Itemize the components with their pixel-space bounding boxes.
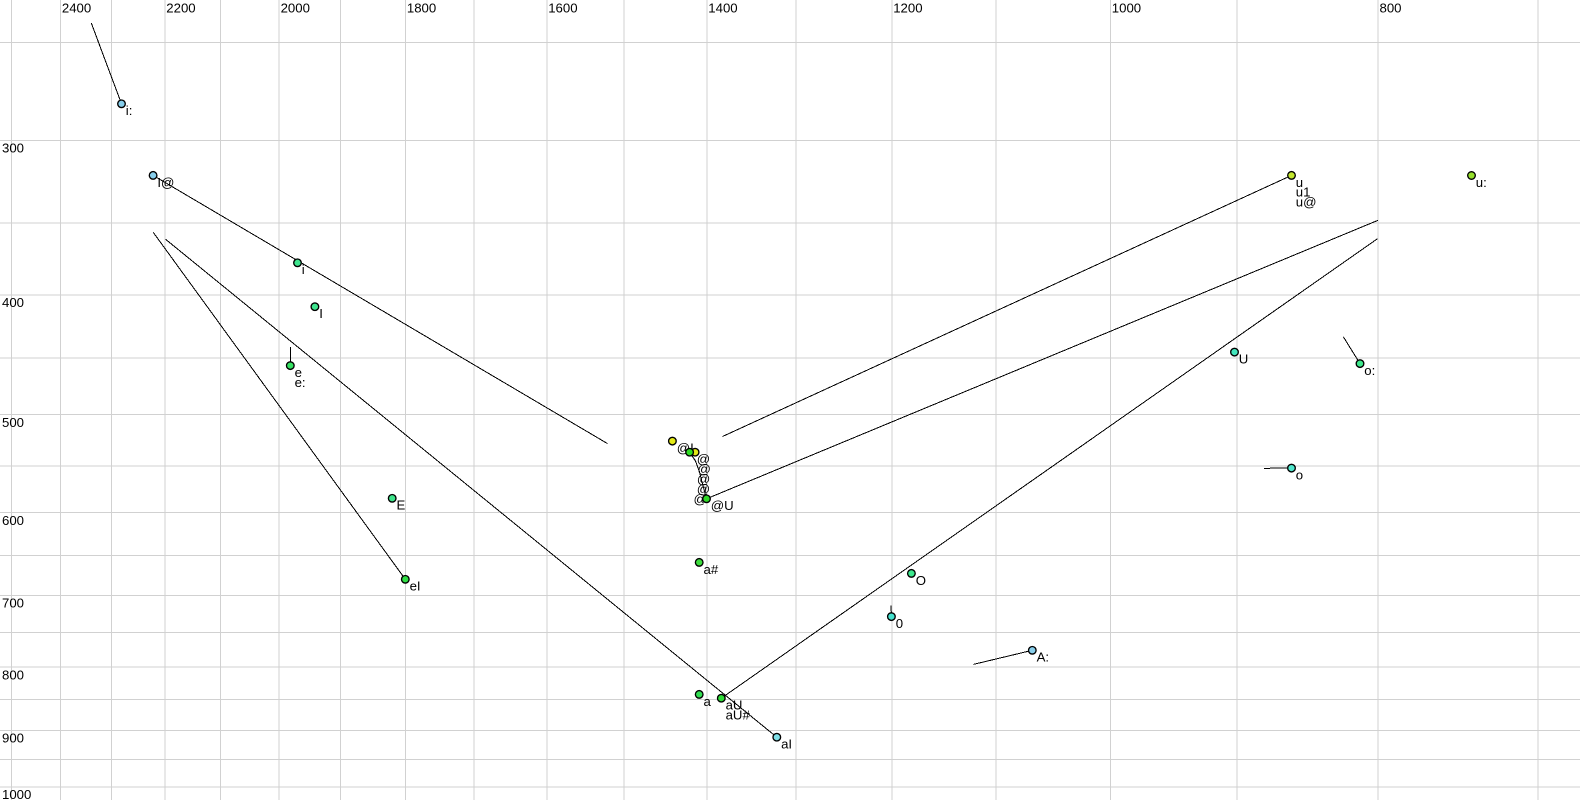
svg-text:1400: 1400 [708, 0, 737, 15]
svg-text:@: @ [697, 481, 710, 496]
svg-text:aU: aU [726, 698, 743, 713]
svg-text:i:: i: [126, 103, 133, 118]
svg-text:o: o [1296, 468, 1303, 483]
svg-text:a#: a# [704, 562, 719, 577]
svg-text:@: @ [697, 452, 710, 467]
svg-text:a: a [704, 694, 712, 709]
svg-text:1000: 1000 [1112, 0, 1141, 15]
svg-text:@U: @U [711, 498, 734, 513]
svg-text:@: @ [697, 472, 710, 487]
svg-text:@: @ [694, 492, 707, 507]
svg-text:800: 800 [1380, 0, 1402, 15]
svg-text:eI: eI [410, 579, 421, 594]
svg-text:i: i [302, 262, 305, 277]
svg-text:1600: 1600 [548, 0, 577, 15]
svg-text:A:: A: [1037, 650, 1049, 665]
svg-text:U: U [1239, 352, 1249, 367]
svg-text:2000: 2000 [281, 0, 310, 15]
svg-text:700: 700 [2, 596, 24, 611]
svg-text:o:: o: [1364, 363, 1375, 378]
svg-text:u:: u: [1476, 175, 1487, 190]
svg-text:O: O [916, 573, 926, 588]
svg-text:2200: 2200 [166, 0, 195, 15]
svg-text:600: 600 [2, 513, 24, 528]
svg-text:@: @ [698, 461, 711, 476]
svg-text:u: u [1296, 175, 1303, 190]
svg-text:I@: I@ [157, 175, 174, 190]
svg-text:aI: aI [781, 737, 792, 752]
svg-text:900: 900 [2, 731, 24, 746]
svg-text:2400: 2400 [62, 0, 91, 15]
svg-text:u@: u@ [1296, 194, 1317, 209]
svg-text:e: e [295, 365, 302, 380]
svg-text:1000: 1000 [2, 787, 31, 800]
svg-text:I: I [319, 306, 323, 321]
svg-text:500: 500 [2, 415, 24, 430]
svg-text:400: 400 [2, 295, 24, 310]
svg-text:E: E [397, 498, 406, 513]
svg-text:800: 800 [2, 667, 24, 682]
svg-text:0: 0 [896, 616, 903, 631]
svg-text:1200: 1200 [893, 0, 922, 15]
svg-text:1800: 1800 [407, 0, 436, 15]
svg-text:u1: u1 [1296, 185, 1311, 200]
svg-text:300: 300 [2, 141, 24, 156]
svg-text:e:: e: [295, 375, 306, 390]
svg-text:aU#: aU# [726, 707, 751, 722]
